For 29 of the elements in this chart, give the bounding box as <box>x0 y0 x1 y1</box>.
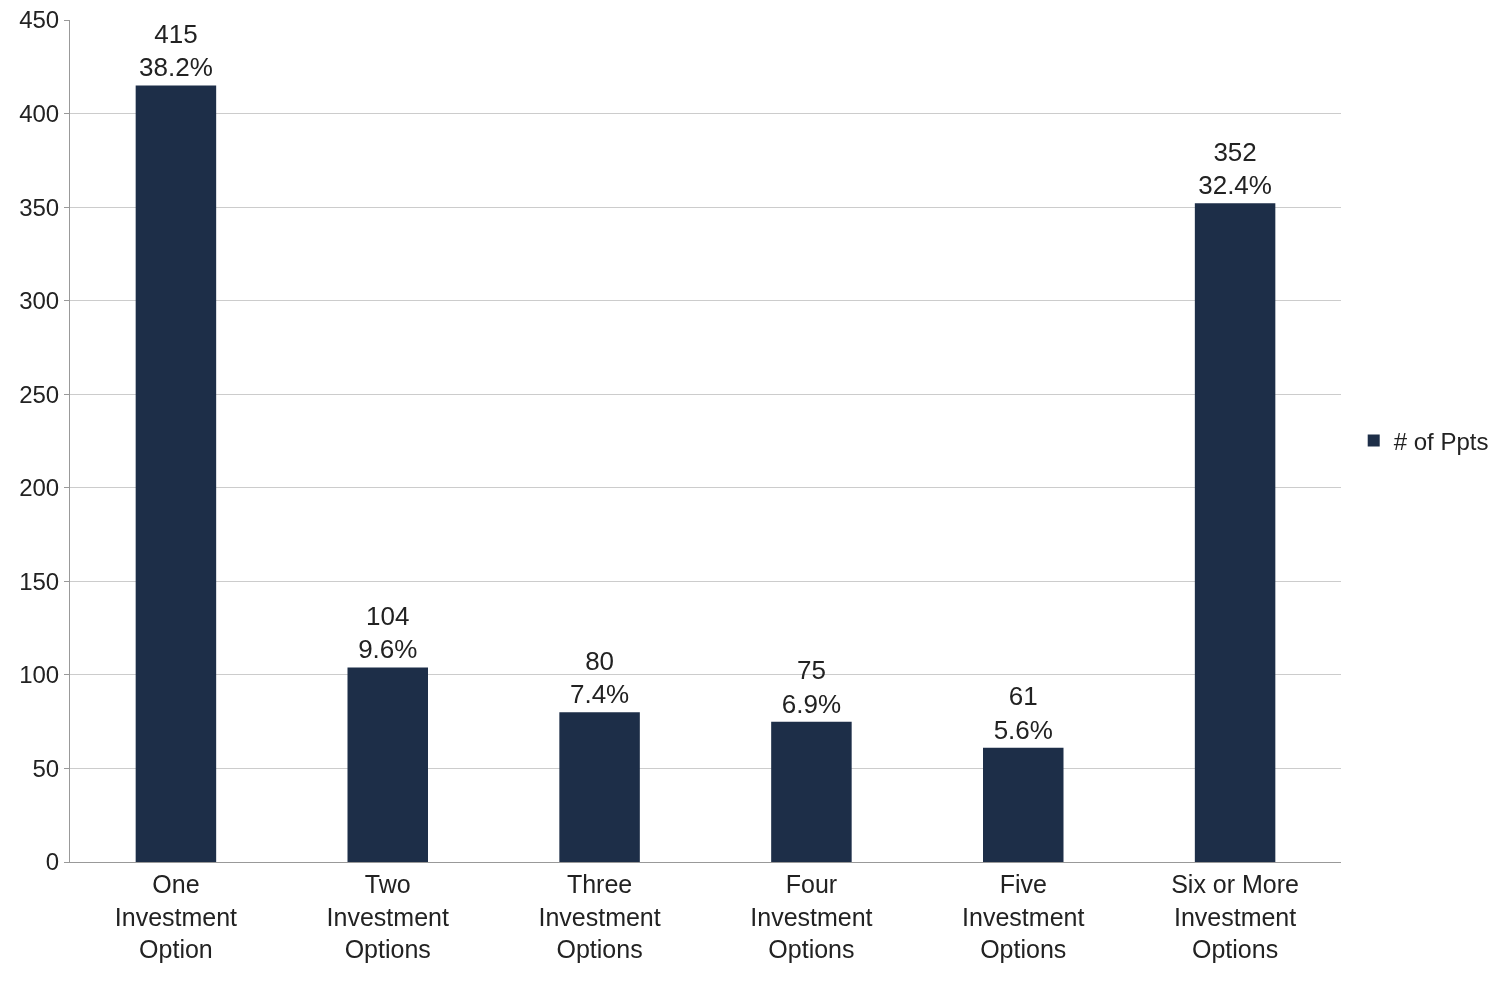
y-tick-label: 250 <box>19 380 60 408</box>
data-label: 80 7.4% <box>569 645 630 710</box>
bar <box>1194 203 1276 862</box>
x-tick-label: One Investment Option <box>114 870 238 963</box>
y-tick-label: 0 <box>45 848 60 876</box>
bar <box>983 747 1064 862</box>
y-tick-label: 150 <box>19 567 60 595</box>
y-tick-label: 50 <box>32 754 60 782</box>
x-tick-label: Two Investment Options <box>326 870 449 963</box>
y-tick-label: 200 <box>19 474 60 502</box>
bar <box>559 712 640 862</box>
data-label: 415 38.2% <box>139 18 213 83</box>
data-label: 352 32.4% <box>1198 136 1272 201</box>
data-label: 75 6.9% <box>781 654 842 719</box>
x-tick-label: Six or More Investment Options <box>1171 870 1299 963</box>
bar <box>135 85 217 862</box>
bar <box>771 721 852 862</box>
y-tick-label: 400 <box>19 99 60 127</box>
y-tick-label: 350 <box>19 193 60 221</box>
legend-label: # of Ppts <box>1393 427 1489 455</box>
x-tick-label: Four Investment Options <box>750 870 873 963</box>
y-tick-label: 300 <box>19 287 60 315</box>
x-tick-label: Three Investment Options <box>538 870 661 963</box>
data-label: 61 5.6% <box>993 681 1053 745</box>
bar <box>347 667 428 862</box>
x-tick-label: Five Investment Options <box>962 870 1085 963</box>
data-label: 104 9.6% <box>358 600 418 665</box>
y-tick-label: 450 <box>19 6 60 34</box>
y-tick-label: 100 <box>19 661 60 689</box>
